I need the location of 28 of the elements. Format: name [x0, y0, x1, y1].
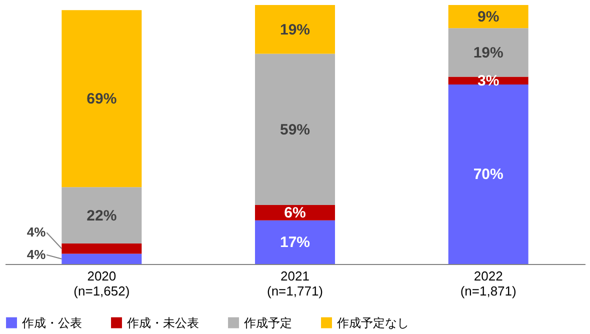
legend-label: 作成・未公表	[126, 316, 199, 330]
bar	[448, 5, 528, 28]
data-label: 69%	[86, 90, 117, 108]
x-tick-label: 2020 (n=1,652)	[74, 268, 130, 298]
legend-label: 作成・公表	[21, 316, 82, 330]
data-label: 19%	[473, 44, 504, 62]
bar	[448, 28, 528, 77]
legend-label: 作成予定なし	[336, 316, 409, 330]
bar	[62, 10, 142, 188]
data-label: 17%	[280, 234, 310, 252]
bar	[255, 220, 335, 264]
bar	[255, 54, 335, 206]
legend-label: 作成予定	[243, 316, 292, 330]
data-label: 22%	[86, 207, 117, 224]
bar	[62, 243, 142, 254]
bar	[62, 254, 142, 264]
data-label: 70%	[473, 166, 504, 184]
bar	[62, 187, 142, 244]
data-label: 9%	[477, 8, 500, 26]
x-tick-label: 2021 (n=1,771)	[266, 268, 324, 298]
data-label: 4%	[26, 246, 46, 262]
data-label: 6%	[284, 204, 306, 222]
data-label: 4%	[26, 224, 46, 240]
data-label: 59%	[280, 121, 310, 138]
data-label: 19%	[280, 21, 310, 38]
x-tick-label: 2022 (n=1,871)	[460, 268, 516, 298]
bar	[448, 84, 528, 264]
bar	[255, 5, 335, 54]
